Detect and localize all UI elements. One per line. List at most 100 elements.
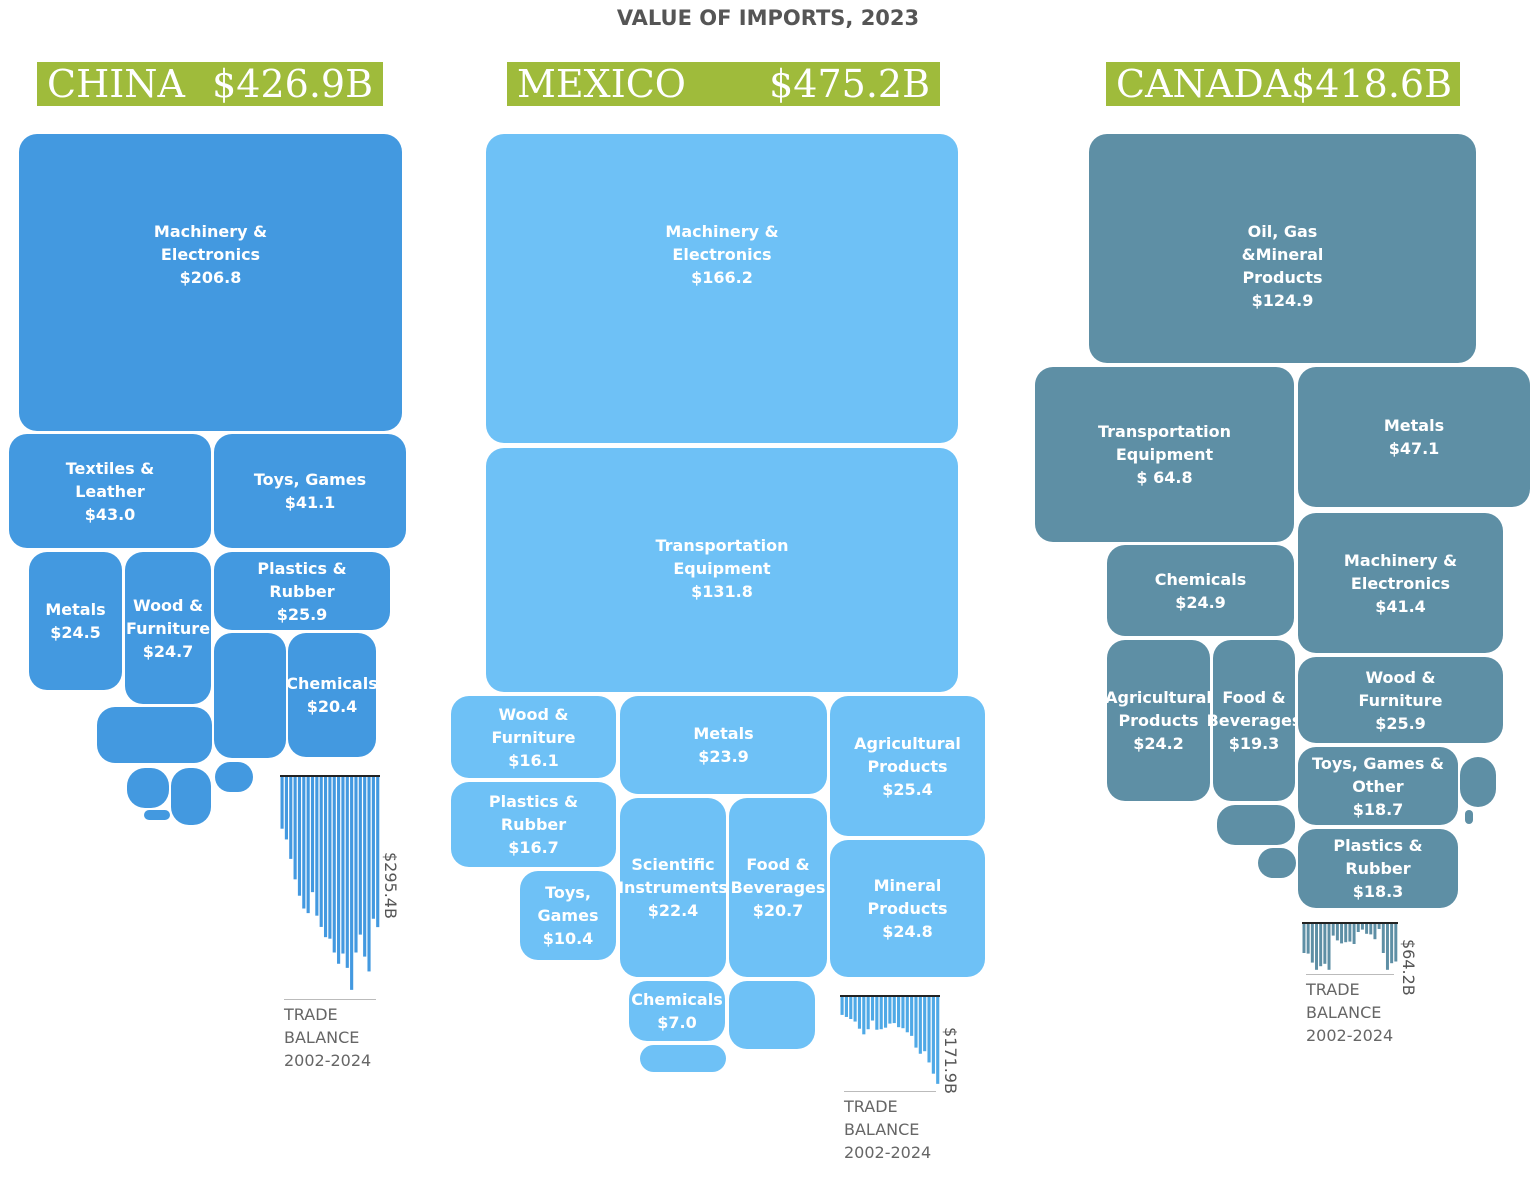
bar bbox=[918, 996, 922, 1054]
bar bbox=[1306, 923, 1310, 954]
bar bbox=[857, 996, 862, 1029]
bar bbox=[350, 776, 354, 990]
treemap-tile: Wood & Furniture $25.9 bbox=[1298, 657, 1503, 743]
bar bbox=[341, 776, 345, 954]
treemap-tile: Metals $47.1 bbox=[1298, 367, 1530, 507]
country-total: $426.9B bbox=[212, 62, 373, 106]
treemap-tile: Plastics & Rubber $18.3 bbox=[1298, 829, 1458, 908]
tile-value: $131.8 bbox=[691, 582, 753, 601]
treemap-tile bbox=[1465, 810, 1473, 824]
tile-value: $19.3 bbox=[1228, 734, 1280, 753]
tile-value: $24.9 bbox=[1175, 592, 1226, 612]
bar bbox=[936, 996, 940, 1084]
bar bbox=[293, 776, 297, 880]
tile-value: $47.1 bbox=[1388, 439, 1440, 458]
country-total: $475.2B bbox=[769, 62, 930, 106]
tile-value: $124.9 bbox=[1251, 291, 1314, 310]
treemap-tile: Wood & Furniture $16.1 bbox=[451, 696, 616, 778]
bar bbox=[910, 996, 914, 1036]
tile-category: Scientific Instruments bbox=[618, 855, 728, 897]
treemap-tile bbox=[127, 768, 169, 808]
tile-value: $41.4 bbox=[1375, 596, 1426, 616]
bar bbox=[315, 776, 319, 916]
treemap-tile bbox=[144, 810, 170, 820]
bar bbox=[319, 776, 323, 927]
bar bbox=[1360, 923, 1364, 930]
treemap-tile: Agricultural Products $25.4 bbox=[830, 696, 985, 836]
axis-rule bbox=[1306, 974, 1394, 975]
bar bbox=[1381, 923, 1385, 953]
bar bbox=[844, 996, 848, 1017]
tile-value: $22.4 bbox=[647, 901, 699, 920]
treemap-tile: Plastics & Rubber $25.9 bbox=[214, 552, 390, 630]
tile-value: $24.7 bbox=[142, 641, 194, 661]
tile-category: Food & Beverages bbox=[730, 855, 826, 897]
bar bbox=[1327, 923, 1331, 970]
tile-value: $43.0 bbox=[84, 504, 136, 524]
bar bbox=[1319, 923, 1323, 967]
trade-balance-value: $64.2B bbox=[1399, 938, 1418, 996]
bar bbox=[1310, 923, 1314, 963]
treemap-tile bbox=[1258, 848, 1296, 878]
trade-balance-label: TRADE BALANCE 2002-2024 bbox=[1306, 980, 1394, 1045]
tile-category: Agricultural Products bbox=[1105, 688, 1212, 730]
tile-value: $10.4 bbox=[542, 929, 594, 948]
bar bbox=[1323, 923, 1327, 964]
tile-category: Textiles & Leather bbox=[65, 458, 155, 501]
treemap-tile: Agricultural Products $24.2 bbox=[1105, 640, 1212, 801]
tile-value: $25.9 bbox=[276, 604, 328, 624]
bar bbox=[1394, 923, 1398, 962]
tile-category: Metals bbox=[1383, 416, 1445, 435]
tile-category: Oil, Gas &Mineral Products bbox=[1241, 222, 1324, 287]
tile-value: $206.8 bbox=[179, 268, 242, 287]
tile-category: Chemicals bbox=[1154, 569, 1247, 589]
bar bbox=[866, 996, 870, 1030]
bar bbox=[1385, 923, 1389, 970]
tile-value: $25.4 bbox=[882, 779, 933, 799]
tile-category: Plastics & Rubber bbox=[488, 792, 579, 834]
trade-balance-label: TRADE BALANCE 2002-2024 bbox=[284, 1005, 372, 1070]
treemap-tile bbox=[171, 768, 211, 825]
treemap-tile: Toys, Games $41.1 bbox=[214, 434, 406, 548]
tile-category: Metals bbox=[693, 724, 754, 743]
tile-value: $24.8 bbox=[882, 922, 933, 941]
bar bbox=[1352, 923, 1356, 944]
axis-rule bbox=[284, 999, 376, 1000]
bar bbox=[1348, 923, 1352, 942]
bar bbox=[879, 996, 883, 1030]
bar bbox=[931, 996, 935, 1074]
treemap-tile bbox=[729, 981, 815, 1049]
tile-value: $41.1 bbox=[284, 493, 336, 512]
treemap-tile: Metals $23.9 bbox=[620, 696, 827, 794]
tile-category: Machinery & Electronics bbox=[665, 222, 779, 264]
treemap-tile: Machinery & Electronics $206.8 bbox=[19, 134, 402, 431]
trade-balance-label: TRADE BALANCE 2002-2024 bbox=[844, 1097, 932, 1162]
country-name: CHINA bbox=[47, 62, 185, 106]
bar bbox=[905, 996, 909, 1033]
tile-category: Toys, Games bbox=[537, 883, 599, 925]
bar bbox=[332, 776, 336, 953]
country-total: $418.6B bbox=[1291, 62, 1453, 106]
bar bbox=[1340, 923, 1344, 944]
tile-value: $18.3 bbox=[1352, 882, 1404, 901]
bar bbox=[363, 776, 367, 957]
treemap-tile: Textiles & Leather $43.0 bbox=[9, 434, 211, 548]
bar bbox=[914, 996, 918, 1048]
tile-category: Toys, Games bbox=[253, 470, 367, 489]
bar bbox=[310, 776, 315, 893]
tile-value: $7.0 bbox=[657, 1013, 697, 1032]
tile-value: $166.2 bbox=[691, 268, 753, 287]
trade-balance-chart bbox=[280, 775, 380, 990]
bar bbox=[1373, 923, 1377, 940]
tile-category: Toys, Games & Other bbox=[1312, 753, 1444, 796]
trade-balance-value: $171.9B bbox=[941, 1027, 960, 1095]
bar bbox=[897, 996, 901, 1028]
bar bbox=[376, 776, 380, 928]
treemap-tile: Toys, Games $10.4 bbox=[520, 871, 616, 960]
tile-category: Food & Beverages bbox=[1206, 688, 1302, 730]
bar bbox=[354, 776, 358, 953]
treemap-tile bbox=[215, 762, 253, 792]
bar bbox=[1315, 923, 1318, 970]
bar bbox=[371, 776, 375, 919]
